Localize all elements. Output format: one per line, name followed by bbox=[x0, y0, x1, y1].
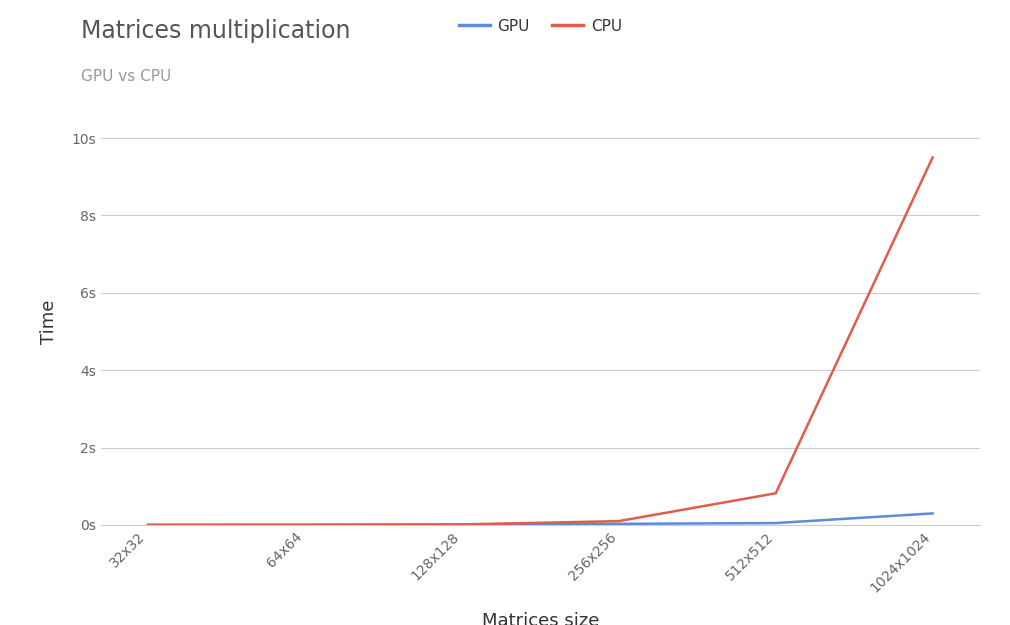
GPU bbox=[613, 520, 625, 528]
X-axis label: Matrices size: Matrices size bbox=[482, 612, 599, 625]
Text: GPU vs CPU: GPU vs CPU bbox=[81, 69, 171, 84]
CPU bbox=[142, 521, 155, 529]
CPU bbox=[613, 518, 625, 525]
CPU bbox=[456, 521, 468, 528]
CPU bbox=[770, 489, 782, 497]
Text: Matrices multiplication: Matrices multiplication bbox=[81, 19, 350, 42]
GPU bbox=[299, 521, 311, 529]
GPU bbox=[142, 521, 155, 529]
GPU bbox=[926, 509, 938, 517]
Line: CPU: CPU bbox=[148, 158, 932, 525]
GPU bbox=[456, 521, 468, 528]
Line: GPU: GPU bbox=[148, 513, 932, 525]
CPU bbox=[299, 521, 311, 529]
Y-axis label: Time: Time bbox=[39, 299, 58, 344]
Legend: GPU, CPU: GPU, CPU bbox=[452, 12, 628, 40]
CPU bbox=[926, 154, 938, 161]
GPU bbox=[770, 519, 782, 527]
